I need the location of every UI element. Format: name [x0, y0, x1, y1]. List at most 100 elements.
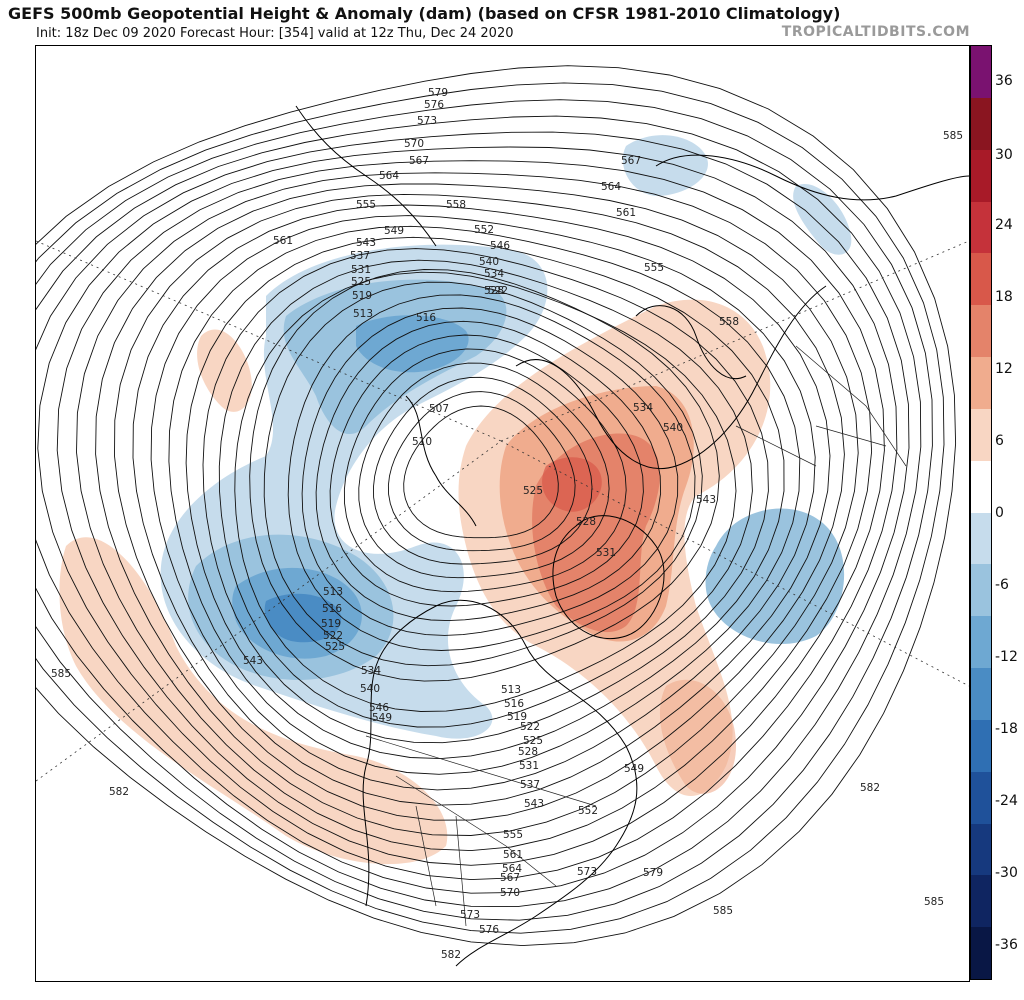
colorbar-segment: [971, 771, 991, 824]
height-contour-line: [168, 225, 801, 775]
contour-label: 516: [504, 698, 524, 710]
colorbar-segment: [971, 875, 991, 928]
colorbar-segment: [971, 149, 991, 202]
negative-anomaly-shading: [160, 135, 852, 739]
height-contour-line: [36, 131, 910, 894]
height-contour-line: [114, 193, 845, 821]
colorbar-segment: [971, 305, 991, 358]
height-contour-line: [387, 391, 576, 552]
map-title: GEFS 500mb Geopotential Height & Anomaly…: [8, 4, 841, 23]
contour-label: 585: [924, 896, 944, 908]
height-contour-line: [249, 269, 720, 682]
contour-label: 522: [488, 285, 508, 297]
height-contour-line: [56, 160, 885, 866]
contour-label: 543: [696, 494, 716, 506]
colorbar-segment: [971, 564, 991, 617]
contour-label: 576: [424, 99, 444, 111]
contour-labels: 5795765735705675645615585555525495465435…: [51, 87, 963, 961]
height-contour-line: [358, 362, 610, 579]
contour-label: 552: [578, 805, 598, 817]
colorbar-segment: [971, 408, 991, 462]
contour-label: 573: [460, 909, 480, 921]
contour-label: 567: [409, 155, 429, 167]
contour-label: 534: [633, 402, 653, 414]
colorbar-segment: [971, 460, 991, 513]
anomaly-colorbar: [970, 45, 992, 980]
colorbar-tick-label: -30: [995, 865, 1018, 881]
contour-label: 531: [596, 547, 616, 559]
contour-label: 582: [441, 949, 461, 961]
height-contour-line: [36, 115, 922, 908]
contour-label: 579: [428, 87, 448, 99]
contour-label: 525: [523, 735, 543, 747]
contour-label: 579: [643, 867, 663, 879]
contour-label: 558: [446, 199, 466, 211]
positive-anomaly-shading: [59, 299, 771, 865]
contour-label: 525: [523, 485, 543, 497]
colorbar-segment: [971, 253, 991, 306]
colorbar-tick-label: 24: [995, 217, 1013, 233]
political-borders: [365, 345, 907, 927]
colorbar-tick-label: 18: [995, 289, 1013, 305]
contour-label: 570: [404, 138, 424, 150]
height-contour-line: [343, 348, 627, 593]
contour-label: 528: [484, 285, 504, 297]
contour-label: 549: [624, 763, 644, 775]
height-contour-line: [301, 307, 679, 636]
colorbar-tick-label: -36: [995, 937, 1018, 953]
contour-label: 561: [273, 235, 293, 247]
height-contour-line: [37, 146, 898, 881]
contour-label: 543: [356, 237, 376, 249]
contour-label: 528: [518, 746, 538, 758]
coastlines: [295, 105, 969, 967]
contour-label: 543: [243, 655, 263, 667]
contour-label: 540: [663, 422, 683, 434]
contour-label: 516: [416, 312, 436, 324]
height-contour-line: [202, 248, 769, 744]
map-subtitle: Init: 18z Dec 09 2020 Forecast Hour: [35…: [36, 26, 514, 41]
contour-label: 582: [860, 782, 880, 794]
contour-label: 516: [322, 603, 342, 615]
height-contour-line: [132, 204, 831, 806]
colorbar-tick-label: 0: [995, 505, 1004, 521]
contour-label: 519: [352, 290, 372, 302]
colorbar-segment: [971, 616, 991, 669]
polar-map: 579 576 573 570 567 564 561 558 555 552 549 546 543 5…: [35, 45, 970, 982]
height-contour-line: [150, 215, 816, 791]
site-watermark: TROPICALTIDBITS.COM: [781, 24, 970, 40]
colorbar-tick-label: -18: [995, 721, 1018, 737]
contour-label: 558: [719, 316, 739, 328]
contour-label: 549: [384, 225, 404, 237]
contour-label: 522: [323, 630, 343, 642]
height-contour-line: [234, 271, 737, 712]
lat-lon-grid: [36, 240, 969, 782]
contour-label: 525: [325, 641, 345, 653]
contour-label: 570: [500, 887, 520, 899]
map-canvas: 5795765735705675645615585555525495465435…: [36, 65, 969, 967]
contour-label: 534: [484, 268, 504, 280]
contour-label: 543: [524, 798, 544, 810]
height-contour-line: [373, 376, 593, 565]
contour-label: 564: [601, 181, 621, 193]
contour-label: 573: [417, 115, 437, 127]
height-contour-line: [36, 65, 957, 947]
contour-label: 531: [351, 264, 371, 276]
contour-label: 534: [361, 665, 381, 677]
height-contour-line: [263, 281, 703, 667]
colorbar-tick-label: 12: [995, 361, 1013, 377]
height-contour-line: [95, 183, 859, 836]
colorbar-segment: [971, 201, 991, 254]
contour-label: 537: [520, 779, 540, 791]
contour-label: 585: [51, 668, 71, 680]
contour-label: 549: [372, 712, 392, 724]
colorbar-segment: [971, 46, 991, 99]
colorbar-segment: [971, 512, 991, 565]
colorbar-tick-label: -24: [995, 793, 1018, 809]
height-contour-line: [36, 99, 933, 921]
contour-label: 546: [490, 240, 510, 252]
contour-label: 513: [353, 308, 373, 320]
contour-label: 519: [507, 711, 527, 723]
contour-label: 537: [350, 250, 370, 262]
contour-label: 510: [412, 436, 432, 448]
contour-label: 567: [621, 155, 641, 167]
